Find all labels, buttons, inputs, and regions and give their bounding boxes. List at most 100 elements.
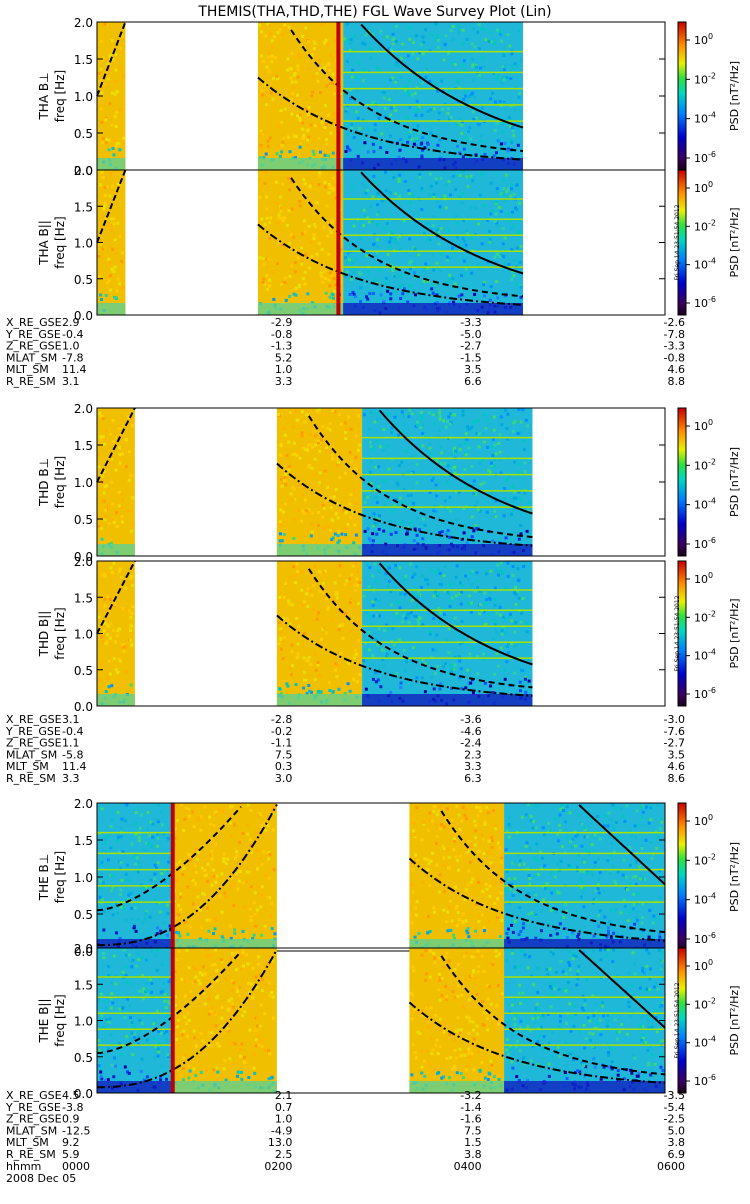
spectrogram-cell — [477, 432, 481, 436]
spectrogram-cell — [447, 592, 451, 596]
spectrogram-cell — [101, 140, 105, 144]
ephemeris-value: 0.7 — [275, 1101, 293, 1114]
spectrogram-cell — [97, 452, 101, 456]
y-tick-label: 0.0 — [74, 700, 93, 714]
spectrogram-cell — [120, 817, 124, 821]
spectrogram-cell — [447, 89, 451, 93]
spectrogram-cell — [387, 98, 391, 101]
spectrogram-cell — [494, 598, 497, 602]
spectrogram-cell — [110, 123, 114, 127]
spectrogram-cell — [537, 872, 540, 876]
spectrogram-cell — [399, 56, 403, 60]
spectrogram-cell — [155, 902, 159, 905]
spectrogram-cell — [267, 258, 271, 261]
spectrogram-cell — [310, 182, 314, 186]
spectrogram-cell — [189, 856, 193, 859]
spectrogram-cell — [260, 862, 264, 866]
spectrogram-cell — [464, 243, 468, 247]
spectrogram-cell — [461, 413, 465, 417]
spectrogram-cell — [466, 927, 470, 931]
spectrogram-cell — [478, 1068, 482, 1072]
spectrogram-cell — [385, 652, 389, 656]
spectrogram-cell — [488, 240, 492, 244]
spectrogram-cell — [368, 47, 372, 50]
spectrogram-cell — [312, 75, 316, 79]
spectrogram-cell — [218, 895, 222, 899]
spectrogram-cell — [371, 603, 375, 607]
spectrogram-cell — [512, 622, 516, 626]
spectrogram-cell — [499, 39, 503, 43]
ephemeris-value: 1.0 — [275, 363, 293, 376]
spectrogram-cell — [417, 669, 421, 672]
colorbar-label: PSD [nT²/Hz] — [728, 598, 741, 668]
spectrogram-cell — [178, 860, 182, 864]
spectrogram-cell — [392, 274, 396, 278]
spectrogram-cell — [344, 431, 348, 434]
spectrogram-cell — [465, 851, 469, 855]
spectrogram-cell — [307, 106, 311, 110]
spectrogram-cell — [321, 280, 325, 284]
spectrogram-cell — [382, 118, 386, 122]
spectrogram-cell — [581, 891, 585, 895]
spectrogram-cell — [329, 506, 333, 510]
spectrogram-cell — [279, 209, 283, 213]
spectrogram-cell — [572, 1058, 575, 1062]
spectrogram-cell — [328, 428, 332, 432]
spectrogram-cell — [315, 72, 319, 75]
spectrogram-cell — [548, 985, 552, 989]
spectrogram-cell — [532, 983, 536, 987]
spectrogram-cell — [124, 965, 128, 969]
spectrogram-cell — [316, 441, 320, 445]
spectrogram-cell — [161, 823, 164, 827]
spectrogram-cell — [512, 860, 516, 864]
spectrogram-cell — [268, 981, 272, 985]
colorbar-tick-label: 10-4 — [694, 1035, 716, 1050]
spectrogram-cell — [177, 1043, 180, 1047]
colorbar-label: PSD [nT²/Hz] — [728, 61, 741, 131]
spectrogram-cell — [446, 590, 450, 594]
spectrogram-cell — [277, 412, 281, 416]
spectrogram-cell — [354, 501, 358, 505]
spectrogram-cell — [334, 283, 338, 287]
spectrogram-cell — [545, 882, 549, 886]
spectrogram-cell — [556, 832, 560, 836]
spectrogram-cell — [361, 41, 365, 45]
spectrogram-cell — [222, 1067, 226, 1071]
spectrogram-cell — [184, 994, 187, 998]
spectrogram-cell — [504, 587, 508, 591]
spectrogram-cell — [376, 244, 380, 248]
y-tick-label: 1.5 — [74, 439, 93, 453]
spectrogram-cell — [493, 603, 497, 607]
spectrogram-cell — [458, 1028, 462, 1032]
spectrogram-cell — [310, 94, 314, 98]
spectrogram-cell — [521, 926, 525, 930]
spectrogram-cell — [531, 1045, 535, 1049]
spectrogram-cell — [584, 848, 588, 852]
spectrogram-cell — [451, 277, 455, 280]
spectrogram-cell — [167, 999, 170, 1003]
spectrogram-cell — [571, 837, 575, 841]
spectrogram-cell — [229, 875, 233, 879]
spectrogram-cell — [605, 935, 609, 939]
spectrogram-cell — [519, 296, 523, 299]
spectrogram-cell — [421, 52, 425, 56]
spectrogram-cell — [465, 484, 469, 488]
spectrogram-cell — [379, 29, 383, 33]
spectrogram-cell — [129, 683, 133, 687]
spectrogram-cell — [156, 1054, 160, 1058]
spectrogram-cell — [654, 1014, 658, 1018]
spectrogram-cell — [326, 607, 330, 611]
spectrogram-cell — [318, 68, 322, 71]
spectrogram-cell — [472, 970, 476, 974]
spectrogram-cell — [554, 910, 558, 914]
y-tick-label: 0.0 — [74, 164, 93, 178]
spectrogram-cell — [310, 523, 314, 527]
spectrogram-cell — [252, 933, 256, 937]
spectrogram-cell — [489, 861, 493, 865]
spectrogram-cell — [134, 811, 138, 814]
spectrogram-cell — [372, 512, 376, 516]
spectrogram-cell — [325, 445, 329, 449]
spectrogram-cell — [345, 260, 349, 264]
spectrogram-cell — [565, 805, 569, 809]
spectrogram-cell — [483, 591, 487, 595]
